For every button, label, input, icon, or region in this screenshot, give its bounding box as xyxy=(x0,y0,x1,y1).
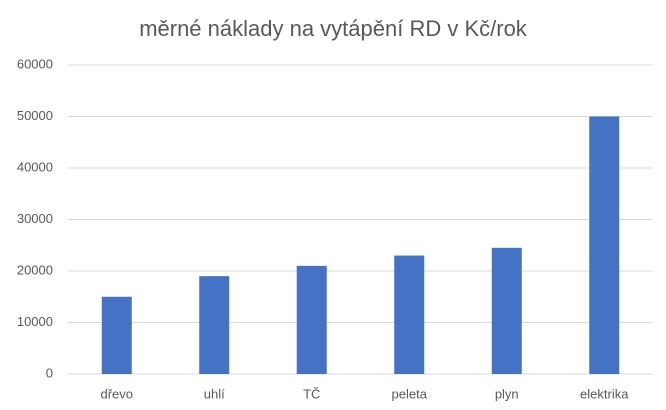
y-tick-label: 0 xyxy=(46,365,53,380)
bar xyxy=(589,116,620,374)
x-tick-label: TČ xyxy=(303,386,320,401)
chart-title: měrné náklady na vytápění RD v Kč/rok xyxy=(139,16,528,41)
bar xyxy=(491,247,522,374)
y-tick-label: 60000 xyxy=(17,56,53,71)
x-tick-label: dřevo xyxy=(100,386,133,401)
bar xyxy=(199,276,230,374)
x-tick-label: plyn xyxy=(495,386,519,401)
bar xyxy=(101,296,132,374)
y-tick-label: 40000 xyxy=(17,159,53,174)
bar xyxy=(296,265,327,374)
y-tick-label: 50000 xyxy=(17,108,53,123)
bar xyxy=(394,255,425,374)
y-tick-label: 10000 xyxy=(17,314,53,329)
y-tick-label: 20000 xyxy=(17,262,53,277)
x-tick-label: elektrika xyxy=(580,386,629,401)
x-tick-label: peleta xyxy=(392,386,428,401)
x-tick-label: uhlí xyxy=(204,386,225,401)
y-tick-label: 30000 xyxy=(17,211,53,226)
